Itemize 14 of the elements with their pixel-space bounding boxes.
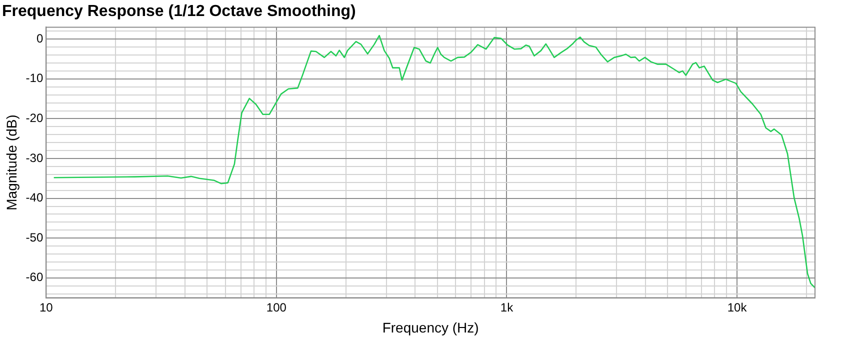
y-tick-label: 0 xyxy=(36,31,44,46)
y-tick-label: -20 xyxy=(26,111,44,126)
x-tick-label: 10k xyxy=(727,300,748,314)
x-axis-title: Frequency (Hz) xyxy=(382,319,479,336)
y-tick-label: -60 xyxy=(26,270,44,284)
x-tick-label: 10 xyxy=(39,300,54,314)
y-tick-label: -10 xyxy=(26,71,44,86)
y-tick-label: -30 xyxy=(26,150,44,165)
x-tick-label: 1k xyxy=(500,300,514,314)
y-axis-title: Magnitude (dB) xyxy=(3,114,20,210)
y-tick-label: -50 xyxy=(26,230,44,244)
x-tick-label: 100 xyxy=(266,300,287,314)
y-tick-label: -40 xyxy=(26,190,44,205)
chart-title: Frequency Response (1/12 Octave Smoothing) xyxy=(2,3,356,20)
